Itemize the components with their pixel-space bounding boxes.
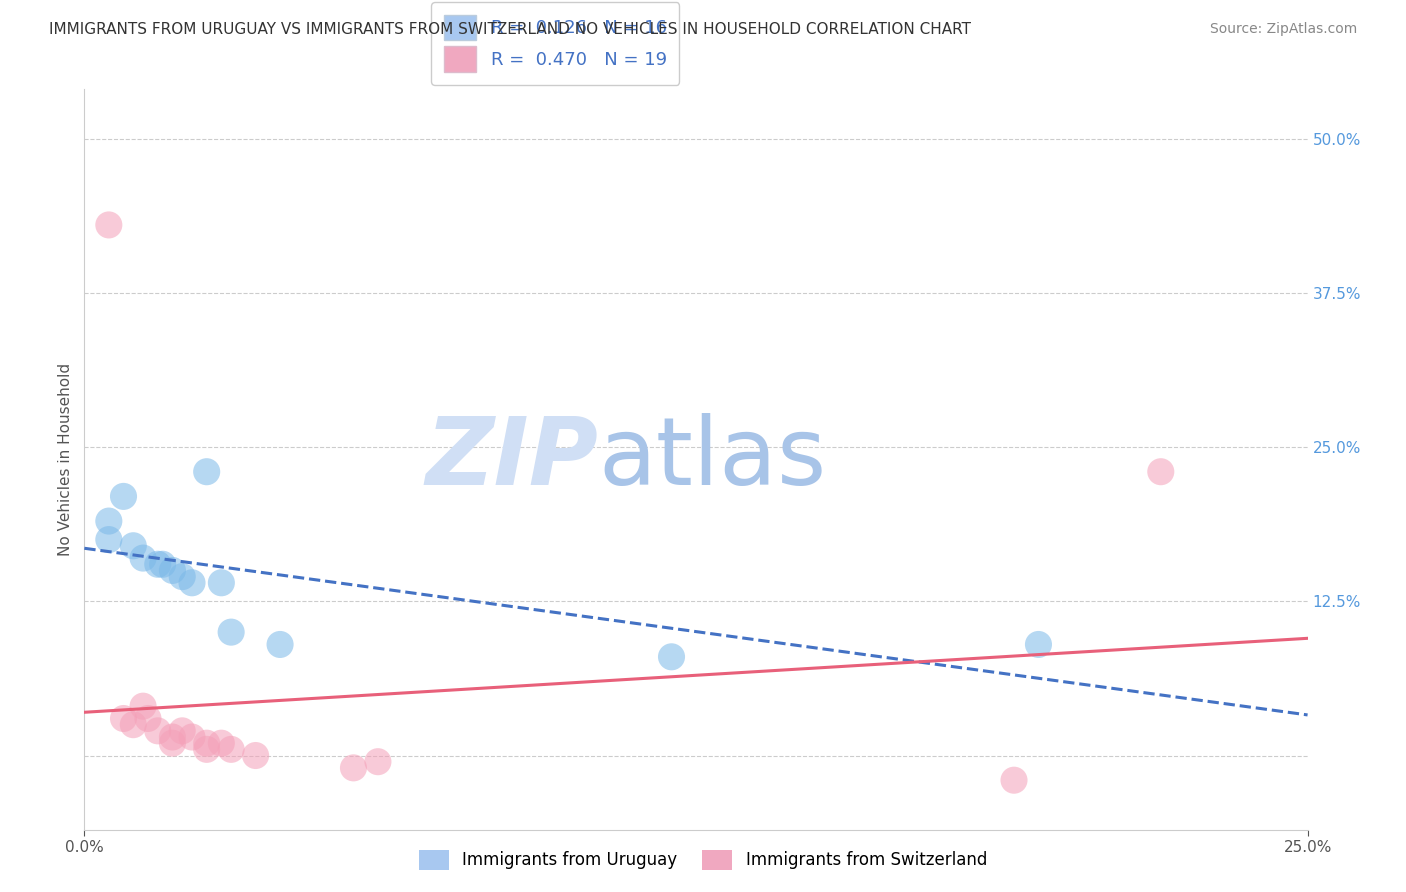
Point <box>122 717 145 731</box>
Point <box>209 736 232 750</box>
Legend: R =  0.126   N = 16, R =  0.470   N = 19: R = 0.126 N = 16, R = 0.470 N = 19 <box>432 2 679 85</box>
Text: IMMIGRANTS FROM URUGUAY VS IMMIGRANTS FROM SWITZERLAND NO VEHICLES IN HOUSEHOLD : IMMIGRANTS FROM URUGUAY VS IMMIGRANTS FR… <box>49 22 972 37</box>
Point <box>219 625 242 640</box>
Point <box>122 539 145 553</box>
Point <box>132 551 155 566</box>
Point <box>1150 465 1173 479</box>
Point <box>172 723 194 738</box>
Point <box>97 218 120 232</box>
Point <box>219 742 242 756</box>
Point <box>162 736 184 750</box>
Point <box>136 712 159 726</box>
Point <box>112 490 135 504</box>
Legend: Immigrants from Uruguay, Immigrants from Switzerland: Immigrants from Uruguay, Immigrants from… <box>412 843 994 877</box>
Point <box>112 712 135 726</box>
Point <box>172 569 194 583</box>
Point <box>209 575 232 590</box>
Point <box>342 761 364 775</box>
Point <box>1028 638 1050 652</box>
Point <box>245 748 267 763</box>
Point <box>269 638 291 652</box>
Point <box>1002 773 1025 788</box>
Point <box>162 564 184 578</box>
Point <box>97 514 120 528</box>
Point <box>195 742 218 756</box>
Point <box>195 736 218 750</box>
Point <box>146 558 169 572</box>
Point <box>152 558 174 572</box>
Text: Source: ZipAtlas.com: Source: ZipAtlas.com <box>1209 22 1357 37</box>
Text: atlas: atlas <box>598 413 827 506</box>
Point <box>132 699 155 714</box>
Point <box>661 649 683 664</box>
Point <box>367 755 389 769</box>
Point <box>181 730 204 744</box>
Point <box>195 465 218 479</box>
Point <box>162 730 184 744</box>
Point <box>146 723 169 738</box>
Text: ZIP: ZIP <box>425 413 598 506</box>
Point <box>181 575 204 590</box>
Point <box>97 533 120 547</box>
Y-axis label: No Vehicles in Household: No Vehicles in Household <box>58 363 73 556</box>
